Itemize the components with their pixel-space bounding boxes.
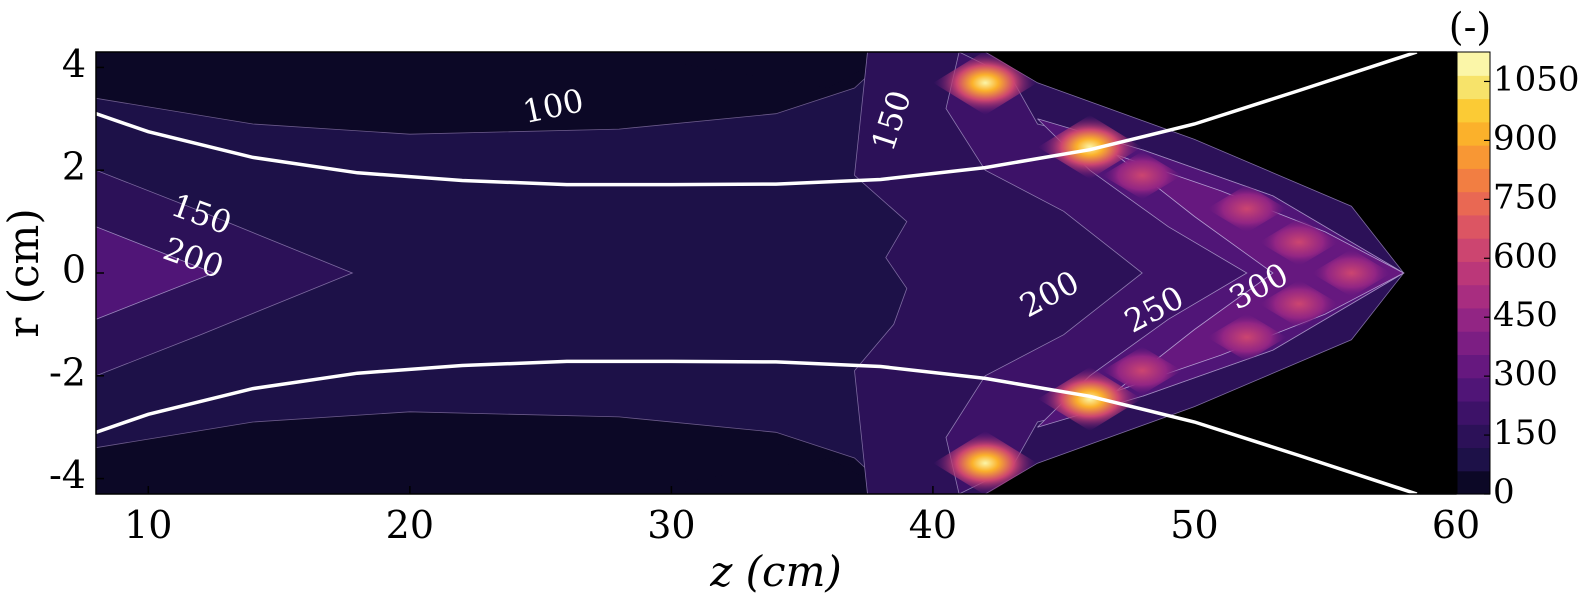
colorbar-band [1457,98,1490,123]
colorbar-band [1457,238,1490,262]
wall-curve-bottom [96,359,1418,494]
colorbar-band [1457,307,1490,332]
level-band-lobe-bottom [462,458,894,494]
hot-spot-5 [1102,346,1183,395]
x-tick-label: 20 [386,503,434,547]
hot-spot-8 [1259,218,1340,267]
colorbar-tick-label: 0 [1493,472,1515,512]
colorbar-tick-label: 300 [1493,354,1558,394]
colorbar-tick-label: 900 [1493,118,1558,158]
colorbar-band [1457,447,1490,472]
colorbar-band [1457,424,1490,449]
colorbar-band [1457,168,1490,193]
x-axis-ticks: 10 20 30 40 50 60 [124,486,1480,547]
colorbar-band [1457,214,1490,239]
level-band-100 [96,52,986,494]
hot-spot-4 [1102,151,1183,200]
hot-spot-7 [1206,313,1287,362]
colorbar-band [1457,75,1490,100]
hot-spot-2 [1037,115,1142,180]
colorbar-band [1457,52,1490,76]
x-tick-label: 60 [1432,503,1480,547]
left-lobe-200 [96,226,215,320]
x-tick-label: 30 [647,503,695,547]
colorbar-tick-label: 750 [1493,177,1558,217]
y-axis-label: r (cm) [0,208,48,338]
hot-spot-3 [1037,366,1142,431]
colorbar-frame [1456,51,1491,495]
level-band-lobe-top [462,52,894,88]
y-axis-ticks: 4 2 0 -2 -4 [49,42,104,497]
colorbar-band [1457,400,1490,425]
colorbar-band [1457,121,1490,146]
colorbar-tick-label: 1050 [1493,59,1580,99]
wall-boundary-curves [96,52,1418,494]
colorbar-tick-label: 600 [1493,236,1558,276]
colorbar-band [1457,284,1490,309]
y-tick-label: 2 [62,145,86,189]
y-tick-label: 4 [62,42,86,86]
contour-field [96,52,1456,494]
level-band-250 [1037,118,1405,428]
colorbar-band [1457,354,1490,379]
colorbar-band [1457,331,1490,356]
wall-curve-top [96,52,1418,187]
hot-spot-0 [933,52,1038,115]
colorbar: 0 150 300 450 600 750 900 1050 [1456,51,1580,512]
hot-spot-10 [1311,249,1392,297]
colorbar-tick-label: 150 [1493,413,1558,453]
colorbar-band [1457,377,1490,402]
colorbar-band [1457,145,1490,169]
x-tick-label: 50 [1170,503,1218,547]
colorbar-tick-label: 450 [1493,295,1558,335]
colorbar-band [1457,191,1490,216]
colorbar-band [1457,470,1490,495]
hot-spot-9 [1259,279,1340,328]
colorbar-band [1457,261,1490,286]
x-tick-label: 40 [909,503,957,547]
x-tick-label: 10 [124,503,172,547]
left-lobe-150 [96,169,354,377]
y-tick-label: 0 [62,248,86,292]
colorbar-unit-label: (-) [1449,5,1492,49]
y-tick-label: -4 [49,453,86,497]
hot-spot-6 [1206,184,1287,233]
y-tick-label: -2 [49,350,86,394]
hot-spot-1 [933,431,1038,494]
x-axis-label: z (cm) [709,547,842,596]
